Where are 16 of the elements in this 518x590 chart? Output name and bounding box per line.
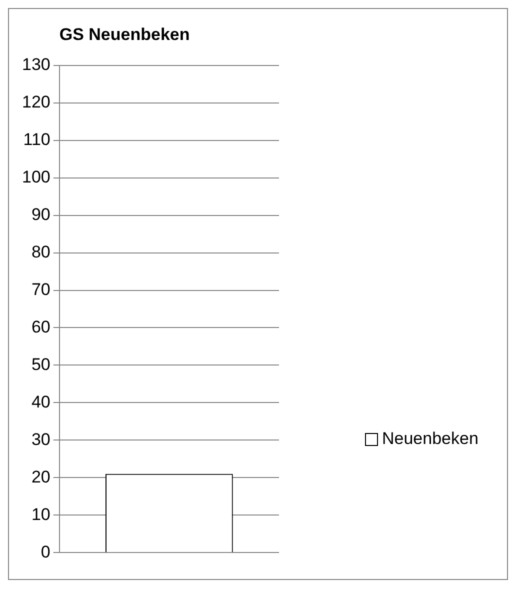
y-tick-label: 10 [31,504,50,524]
y-tick-label: 60 [31,317,50,336]
chart-title: GS Neuenbeken [59,24,190,44]
text: Neuenbeken [382,429,478,449]
y-tick-label: 40 [31,392,50,412]
y-tick-label: 120 [22,92,50,112]
y-tick-label: 100 [22,168,50,187]
y-tick-label: 30 [31,430,50,449]
y-tick-label: 90 [31,204,50,224]
y-tick-label: 70 [31,280,50,299]
y-tick-label: 130 [22,55,50,74]
y-tick-label: 20 [31,467,50,486]
y-tick-label: 80 [31,242,50,262]
y-tick-label: 110 [23,130,50,150]
y-tick-label: 50 [31,354,50,374]
y-tick-label: 0 [40,542,50,562]
